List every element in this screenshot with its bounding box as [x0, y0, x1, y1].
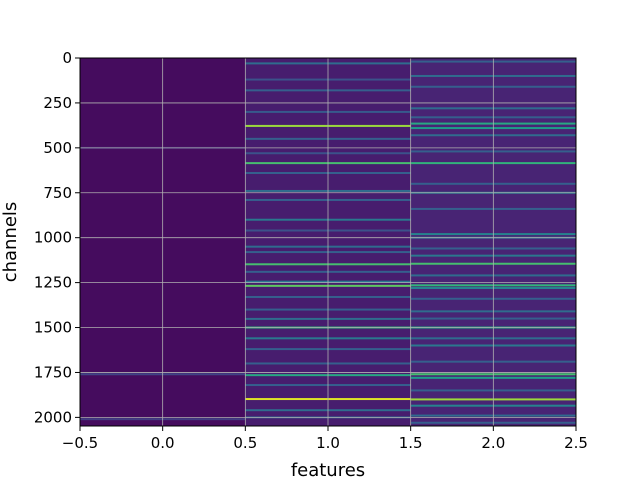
y-tick-label: 0 [62, 49, 72, 67]
y-tick-label: 250 [43, 94, 72, 112]
x-axis-label: features [291, 460, 365, 480]
x-tick-label: 2.5 [564, 434, 588, 452]
y-tick-label: 750 [43, 184, 72, 202]
y-tick-label: 500 [43, 139, 72, 157]
y-tick-label: 2000 [34, 408, 72, 426]
x-axis-ticks: −0.5 0.0 0.5 1.0 1.5 2.0 2.5 [62, 426, 588, 452]
y-tick-label: 1500 [34, 319, 72, 337]
x-tick-label: 2.0 [481, 434, 505, 452]
y-tick-label: 1000 [34, 229, 72, 247]
x-tick-label: −0.5 [62, 434, 98, 452]
x-tick-label: 0.5 [233, 434, 257, 452]
y-tick-label: 1750 [34, 363, 72, 381]
y-axis-ticks: 0 250 500 750 1000 1250 1500 1750 2000 [34, 49, 80, 426]
x-tick-label: 1.0 [316, 434, 340, 452]
y-tick-label: 1250 [34, 274, 72, 292]
x-tick-label: 1.5 [399, 434, 423, 452]
x-tick-label: 0.0 [151, 434, 175, 452]
y-axis-label: channels [0, 202, 21, 283]
